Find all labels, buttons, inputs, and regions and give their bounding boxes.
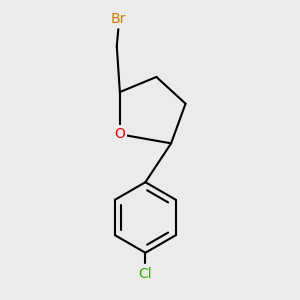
Text: Cl: Cl: [139, 267, 152, 281]
Text: Br: Br: [111, 12, 126, 26]
Text: O: O: [114, 127, 125, 141]
